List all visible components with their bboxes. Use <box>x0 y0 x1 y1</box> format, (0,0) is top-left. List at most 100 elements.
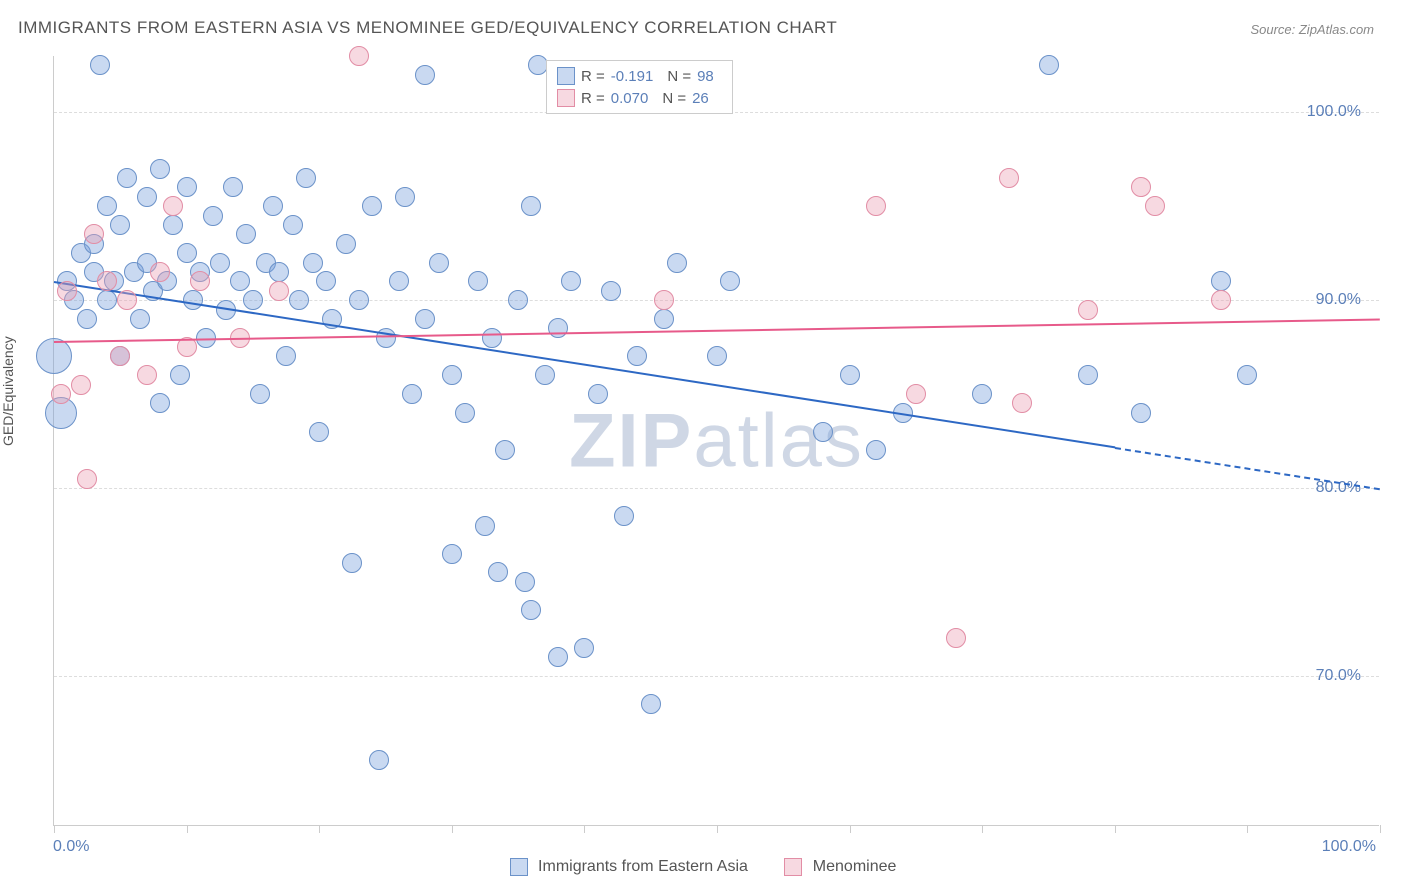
data-point <box>601 281 621 301</box>
data-point <box>588 384 608 404</box>
x-tick <box>850 825 851 833</box>
data-point <box>36 338 72 374</box>
data-point <box>866 440 886 460</box>
data-point <box>117 290 137 310</box>
data-point <box>667 253 687 273</box>
x-tick <box>187 825 188 833</box>
data-point <box>475 516 495 536</box>
y-tick-label: 70.0% <box>1316 667 1361 685</box>
data-point <box>316 271 336 291</box>
legend-item-1: Menominee <box>784 858 896 875</box>
source-label: Source: ZipAtlas.com <box>1250 22 1374 37</box>
gridline-h <box>54 488 1379 489</box>
data-point <box>336 234 356 254</box>
x-axis-max-label: 100.0% <box>1322 838 1376 856</box>
data-point <box>283 215 303 235</box>
data-point <box>177 243 197 263</box>
data-point <box>482 328 502 348</box>
data-point <box>150 159 170 179</box>
chart-title: IMMIGRANTS FROM EASTERN ASIA VS MENOMINE… <box>18 18 837 38</box>
legend-stats-row-1: R = 0.070 N = 26 <box>557 87 722 109</box>
data-point <box>515 572 535 592</box>
data-point <box>57 281 77 301</box>
x-tick <box>319 825 320 833</box>
data-point <box>528 55 548 75</box>
x-tick <box>584 825 585 833</box>
data-point <box>110 346 130 366</box>
data-point <box>561 271 581 291</box>
data-point <box>1078 300 1098 320</box>
data-point <box>508 290 528 310</box>
data-point <box>395 187 415 207</box>
data-point <box>429 253 449 273</box>
data-point <box>203 206 223 226</box>
data-point <box>1012 393 1032 413</box>
x-tick <box>452 825 453 833</box>
legend-swatch-b1 <box>784 858 802 876</box>
data-point <box>641 694 661 714</box>
legend-series: Immigrants from Eastern Asia Menominee <box>0 858 1406 876</box>
data-point <box>720 271 740 291</box>
data-point <box>627 346 647 366</box>
data-point <box>269 281 289 301</box>
data-point <box>349 46 369 66</box>
data-point <box>150 393 170 413</box>
data-point <box>495 440 515 460</box>
data-point <box>117 168 137 188</box>
data-point <box>866 196 886 216</box>
data-point <box>614 506 634 526</box>
legend-item-0: Immigrants from Eastern Asia <box>510 858 753 875</box>
legend-swatch-0 <box>557 67 575 85</box>
gridline-h <box>54 676 1379 677</box>
data-point <box>84 224 104 244</box>
y-tick-label: 90.0% <box>1316 291 1361 309</box>
data-point <box>455 403 475 423</box>
data-point <box>342 553 362 573</box>
data-point <box>535 365 555 385</box>
chart-plot-area: ZIPatlas 70.0%80.0%90.0%100.0% <box>53 56 1379 826</box>
data-point <box>415 65 435 85</box>
x-tick <box>1115 825 1116 833</box>
data-point <box>210 253 230 273</box>
data-point <box>488 562 508 582</box>
data-point <box>170 365 190 385</box>
x-tick <box>54 825 55 833</box>
data-point <box>468 271 488 291</box>
data-point <box>415 309 435 329</box>
trend-line-dashed <box>1115 447 1380 490</box>
data-point <box>183 290 203 310</box>
data-point <box>1131 403 1151 423</box>
data-point <box>250 384 270 404</box>
data-point <box>548 318 568 338</box>
data-point <box>177 177 197 197</box>
data-point <box>243 290 263 310</box>
data-point <box>163 196 183 216</box>
data-point <box>521 196 541 216</box>
data-point <box>77 309 97 329</box>
data-point <box>51 384 71 404</box>
data-point <box>362 196 382 216</box>
data-point <box>442 365 462 385</box>
data-point <box>190 271 210 291</box>
data-point <box>223 177 243 197</box>
data-point <box>236 224 256 244</box>
data-point <box>1211 290 1231 310</box>
trend-line <box>54 319 1380 344</box>
data-point <box>1039 55 1059 75</box>
data-point <box>402 384 422 404</box>
data-point <box>303 253 323 273</box>
data-point <box>110 215 130 235</box>
data-point <box>90 55 110 75</box>
x-axis-min-label: 0.0% <box>53 838 89 856</box>
data-point <box>813 422 833 442</box>
y-tick-label: 100.0% <box>1307 103 1361 121</box>
data-point <box>389 271 409 291</box>
x-tick <box>1247 825 1248 833</box>
legend-swatch-1 <box>557 89 575 107</box>
data-point <box>548 647 568 667</box>
data-point <box>1131 177 1151 197</box>
x-tick <box>1380 825 1381 833</box>
data-point <box>1145 196 1165 216</box>
data-point <box>296 168 316 188</box>
legend-stats: R = -0.191 N = 98 R = 0.070 N = 26 <box>546 60 733 114</box>
